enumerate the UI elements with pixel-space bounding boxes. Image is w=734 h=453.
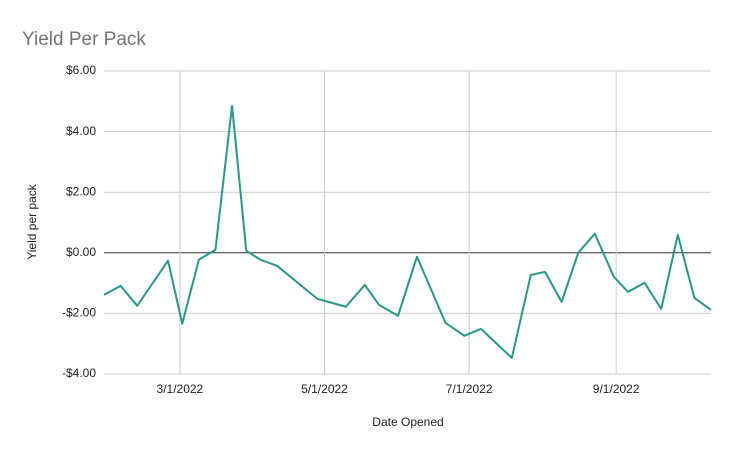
y-tick-label: -$4.00 [62, 366, 96, 380]
x-tick-label: 7/1/2022 [446, 382, 493, 396]
x-tick-label: 9/1/2022 [593, 382, 640, 396]
y-tick-label: $6.00 [66, 63, 96, 77]
y-tick-label: $4.00 [66, 124, 96, 138]
y-tick-label: $0.00 [66, 245, 96, 259]
data-line [103, 104, 712, 359]
chart-title: Yield Per Pack [22, 29, 146, 50]
x-axis-label: Date Opened [372, 415, 443, 429]
x-tick-label: 3/1/2022 [157, 382, 204, 396]
y-axis-label: Yield per pack [25, 183, 39, 260]
y-tick-label: -$2.00 [62, 306, 96, 320]
x-tick-label: 5/1/2022 [301, 382, 348, 396]
y-tick-label: $2.00 [66, 184, 96, 198]
